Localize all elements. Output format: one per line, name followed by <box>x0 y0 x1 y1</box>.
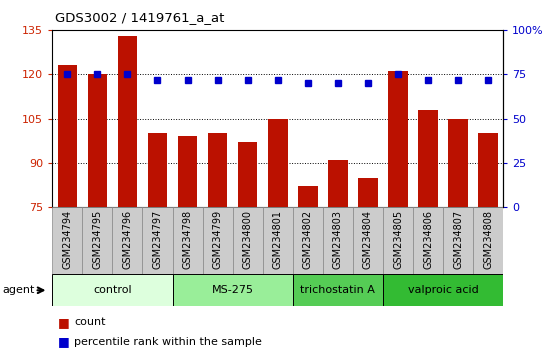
Text: control: control <box>93 285 131 295</box>
Bar <box>142 207 173 274</box>
Bar <box>268 119 288 207</box>
Bar <box>298 187 317 207</box>
Bar <box>328 160 348 207</box>
Bar <box>52 207 82 274</box>
Bar <box>178 136 197 207</box>
Bar <box>413 207 443 274</box>
Text: MS-275: MS-275 <box>212 285 254 295</box>
Text: GSM234795: GSM234795 <box>92 210 102 269</box>
Bar <box>443 207 473 274</box>
Text: GSM234805: GSM234805 <box>393 210 403 269</box>
Bar <box>263 207 293 274</box>
Bar <box>323 207 353 274</box>
Text: GSM234799: GSM234799 <box>213 210 223 269</box>
Bar <box>478 133 498 207</box>
Bar <box>448 119 468 207</box>
Text: agent: agent <box>3 285 35 295</box>
Text: GSM234807: GSM234807 <box>453 210 463 269</box>
Text: GSM234794: GSM234794 <box>62 210 72 269</box>
Bar <box>173 207 202 274</box>
Bar <box>383 274 503 306</box>
Text: valproic acid: valproic acid <box>408 285 478 295</box>
Text: ■: ■ <box>58 335 69 348</box>
Bar <box>202 207 233 274</box>
Bar <box>293 274 383 306</box>
Text: GSM234801: GSM234801 <box>273 210 283 269</box>
Text: GSM234804: GSM234804 <box>363 210 373 269</box>
Bar <box>173 274 293 306</box>
Bar <box>233 207 263 274</box>
Text: GSM234802: GSM234802 <box>303 210 313 269</box>
Bar <box>388 72 408 207</box>
Text: GSM234796: GSM234796 <box>123 210 133 269</box>
Text: ■: ■ <box>58 316 69 329</box>
Text: count: count <box>74 317 106 327</box>
Text: GDS3002 / 1419761_a_at: GDS3002 / 1419761_a_at <box>55 11 224 24</box>
Bar <box>293 207 323 274</box>
Bar <box>118 36 137 207</box>
Text: GSM234797: GSM234797 <box>152 210 162 269</box>
Text: trichostatin A: trichostatin A <box>300 285 375 295</box>
Text: GSM234808: GSM234808 <box>483 210 493 269</box>
Bar <box>473 207 503 274</box>
Bar <box>383 207 413 274</box>
Text: GSM234800: GSM234800 <box>243 210 252 269</box>
Bar <box>148 133 167 207</box>
Bar <box>87 74 107 207</box>
Bar <box>419 110 438 207</box>
Text: GSM234798: GSM234798 <box>183 210 192 269</box>
Bar <box>358 178 378 207</box>
Bar <box>208 133 227 207</box>
Bar <box>238 142 257 207</box>
Bar <box>58 65 77 207</box>
Bar <box>353 207 383 274</box>
Text: GSM234806: GSM234806 <box>423 210 433 269</box>
Bar <box>112 207 142 274</box>
Text: GSM234803: GSM234803 <box>333 210 343 269</box>
Bar <box>52 274 173 306</box>
Text: percentile rank within the sample: percentile rank within the sample <box>74 337 262 347</box>
Bar <box>82 207 112 274</box>
